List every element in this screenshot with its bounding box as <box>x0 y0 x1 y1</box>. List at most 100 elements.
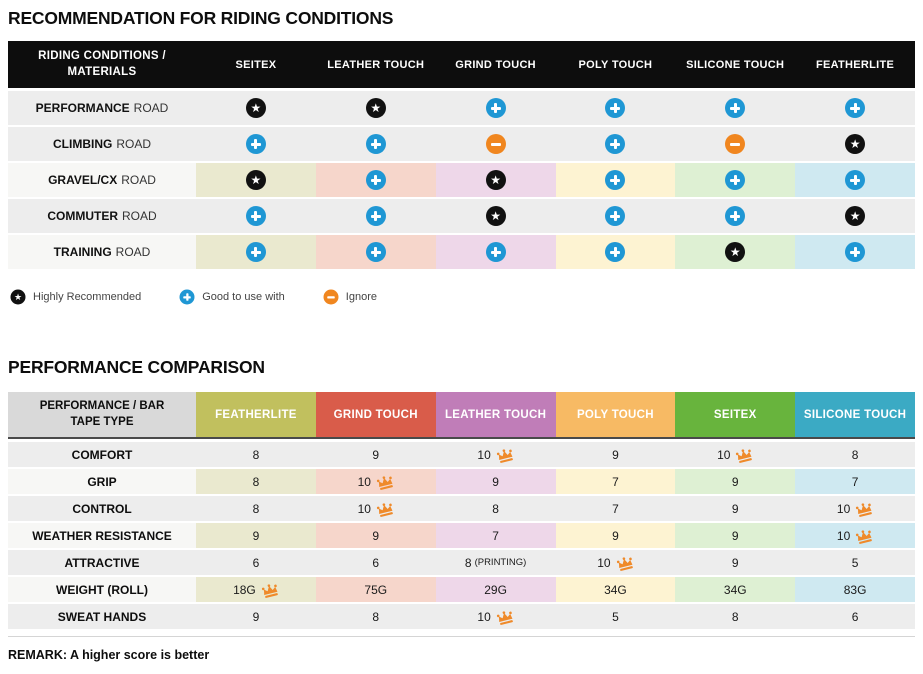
crown-icon <box>856 502 873 517</box>
riding-row-commuter: COMMUTER ROAD <box>8 199 915 233</box>
row-label: GRAVEL/CX ROAD <box>8 163 196 197</box>
recommendation-cell <box>555 199 676 233</box>
column-header-silicone-touch: SILICONE TOUCH <box>795 392 915 437</box>
plus-icon <box>365 206 386 226</box>
recommendation-cell <box>555 163 676 197</box>
riding-row-climbing: CLIMBING ROAD <box>8 127 915 161</box>
score-cell: 7 <box>555 469 676 494</box>
score-value: 7 <box>492 528 499 543</box>
recommendation-cell <box>315 199 436 233</box>
score-value: 9 <box>492 474 499 489</box>
score-cell: 9 <box>196 604 316 629</box>
score-cell: 7 <box>555 496 676 521</box>
recommendation-cell <box>675 91 796 125</box>
score-value: 34G <box>723 582 747 597</box>
plus-icon <box>365 170 386 190</box>
score-cell: 8 <box>196 442 316 467</box>
score-value: 9 <box>612 447 619 462</box>
plus-icon <box>245 206 266 226</box>
plus-icon <box>845 242 866 262</box>
score-value: 8 <box>464 555 472 570</box>
score-cell: 5 <box>795 550 915 575</box>
row-label: WEIGHT (ROLL) <box>8 577 196 602</box>
score-cell: 34G <box>675 577 796 602</box>
score-cell: 18G <box>196 577 316 602</box>
score-value: 34G <box>604 582 627 597</box>
score-value: 9 <box>372 447 380 462</box>
score-cell: 10 <box>315 469 436 494</box>
score-value: 7 <box>612 501 619 516</box>
performance-row-comfort: COMFORT 8 9 10 9 10 8 <box>8 442 915 467</box>
riding-conditions-title: RECOMMENDATION FOR RIDING CONDITIONS <box>8 8 394 28</box>
plus-icon <box>725 206 746 226</box>
score-value: 10 <box>717 447 731 462</box>
riding-row-performance: PERFORMANCE ROAD <box>8 91 915 125</box>
recommendation-cell <box>795 235 915 269</box>
score-value: 5 <box>612 609 619 624</box>
score-value: 10 <box>477 447 491 462</box>
column-header-featherlite: FEATHERLITE <box>815 58 895 71</box>
plus-icon <box>245 242 266 262</box>
condition-type: ROAD <box>122 209 157 223</box>
score-cell: 9 <box>675 523 796 548</box>
score-cell: 9 <box>315 442 436 467</box>
recommendation-cell <box>435 91 556 125</box>
performance-row-grip: GRIP 8 10 9 7 9 7 <box>8 469 915 494</box>
star-icon <box>845 134 866 154</box>
legend-item-highly-recommended: Highly Recommended <box>10 289 141 305</box>
score-value: 7 <box>612 474 619 489</box>
riding-conditions-corner-header: RIDING CONDITIONS / MATERIALS <box>38 49 166 78</box>
score-cell: 29G <box>435 577 556 602</box>
performance-row-weather-resistance: WEATHER RESISTANCE 9 9 7 9 9 10 <box>8 523 915 548</box>
ignore-icon <box>485 134 506 154</box>
score-cell: 10 <box>315 496 436 521</box>
recommendation-cell <box>675 163 796 197</box>
condition-type: ROAD <box>133 101 169 115</box>
performance-comparison-title: PERFORMANCE COMPARISON <box>8 357 265 377</box>
score-cell: 8 <box>315 604 436 629</box>
column-header-grind-touch: GRIND TOUCH <box>455 58 536 71</box>
riding-conditions-body: PERFORMANCEROADCLIMBINGROADGRAVEL/CXROAD… <box>8 91 915 269</box>
row-label: ATTRACTIVE <box>8 550 196 575</box>
score-value: 6 <box>252 555 260 570</box>
row-label: SWEAT HANDS <box>8 604 196 629</box>
riding-row-training: TRAINING ROAD <box>8 235 915 269</box>
performance-corner-header: PERFORMANCE / BAR TAPE TYPE <box>8 392 196 437</box>
recommendation-cell <box>435 199 556 233</box>
star-icon <box>10 289 26 305</box>
score-value: 9 <box>252 609 260 624</box>
score-cell: 6 <box>795 604 915 629</box>
score-cell: 6 <box>196 550 316 575</box>
score-cell: 8 <box>435 496 556 521</box>
recommendation-cell <box>435 235 556 269</box>
legend-label: Good to use with <box>202 291 285 303</box>
score-value: 10 <box>357 501 371 516</box>
condition-type: ROAD <box>115 245 151 259</box>
score-cell: 8 <box>675 604 796 629</box>
legend-item-ignore: Ignore <box>323 289 377 305</box>
column-header-seitex: SEITEX <box>235 58 277 71</box>
score-cell: 10 <box>675 442 796 467</box>
plus-icon <box>845 170 866 190</box>
score-cell: 8 <box>196 496 316 521</box>
row-label: CONTROL <box>8 496 196 521</box>
recommendation-cell <box>315 91 436 125</box>
plus-icon <box>365 134 386 154</box>
score-value: 9 <box>252 528 260 543</box>
recommendation-cell <box>795 163 915 197</box>
plus-icon <box>245 134 266 154</box>
star-icon <box>845 206 866 226</box>
recommendation-cell <box>196 91 316 125</box>
star-icon <box>365 98 386 118</box>
score-value: 29G <box>484 582 507 597</box>
crown-icon <box>856 529 873 544</box>
legend-label: Highly Recommended <box>33 291 142 303</box>
column-header-silicone-touch: SILICONE TOUCH <box>686 58 785 71</box>
legend-item-good-to-use-with: Good to use with <box>179 289 285 305</box>
performance-row-attractive: ATTRACTIVE 6 6 8 (PRINTING) 10 9 5 <box>8 550 915 575</box>
row-label: PERFORMANCE ROAD <box>8 91 196 125</box>
score-value: 10 <box>836 501 851 516</box>
star-icon <box>725 242 746 262</box>
recommendation-cell <box>196 127 316 161</box>
recommendation-cell <box>315 163 436 197</box>
